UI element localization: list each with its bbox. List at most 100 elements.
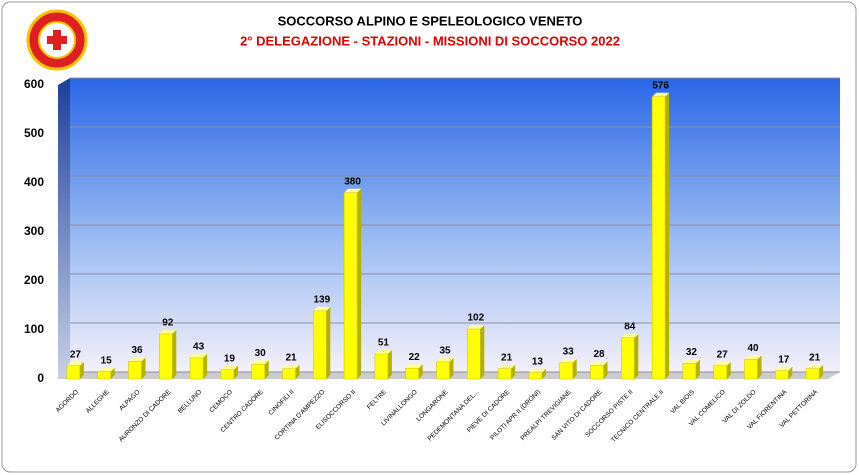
- y-tick-label: 400: [24, 175, 44, 189]
- bar: [343, 192, 358, 380]
- bar-top: [621, 333, 639, 338]
- y-tick-label: 0: [37, 371, 44, 385]
- chart-title: SOCCORSO ALPINO E SPELEOLOGICO VENETO: [278, 13, 583, 28]
- bar: [651, 96, 666, 380]
- bar: [467, 328, 481, 380]
- value-label: 32: [686, 347, 698, 358]
- value-label: 43: [193, 342, 205, 353]
- bar-top: [251, 360, 269, 365]
- bar: [189, 357, 204, 380]
- bar-top: [467, 325, 485, 330]
- value-label: 13: [532, 356, 544, 367]
- bar: [313, 310, 327, 380]
- bar-side: [449, 357, 454, 379]
- bar-side: [141, 357, 146, 379]
- bar: [436, 361, 450, 380]
- bar: [159, 333, 173, 380]
- logo: [26, 9, 88, 71]
- bar: [682, 363, 697, 380]
- value-label: 27: [70, 349, 82, 360]
- bar-top: [220, 365, 238, 370]
- bar: [744, 359, 758, 380]
- bar: [590, 365, 604, 380]
- value-label: 27: [717, 349, 729, 360]
- value-label: 30: [255, 348, 267, 359]
- bar-side: [511, 364, 516, 379]
- value-label: 36: [131, 345, 143, 356]
- bar-top: [66, 361, 84, 366]
- bar-side: [295, 364, 300, 379]
- bar-side: [357, 188, 362, 379]
- bar-top: [528, 368, 546, 373]
- y-tick-label: 300: [24, 224, 44, 238]
- bar-top: [682, 359, 700, 364]
- value-label: 380: [344, 176, 361, 187]
- bar-top: [775, 366, 793, 371]
- bar-top: [652, 92, 670, 97]
- bar-top: [590, 361, 608, 366]
- bar-side: [757, 355, 762, 379]
- bar-top: [344, 188, 362, 193]
- bar-top: [436, 357, 454, 362]
- bar-side: [387, 350, 392, 379]
- bar: [128, 361, 142, 380]
- bar-side: [572, 358, 577, 379]
- bar-side: [634, 333, 639, 379]
- value-label: 22: [409, 352, 421, 363]
- bar-top: [374, 350, 392, 355]
- bar: [66, 365, 81, 380]
- bar: [282, 368, 296, 380]
- bar-top: [713, 361, 731, 366]
- value-label: 35: [439, 345, 451, 356]
- value-label: 21: [501, 352, 513, 363]
- value-label: 102: [467, 313, 484, 324]
- bar-side: [665, 92, 670, 379]
- bar-side: [603, 361, 608, 379]
- bar: [374, 353, 389, 380]
- bar-top: [405, 364, 423, 369]
- bar-top: [190, 353, 208, 358]
- bar-side: [172, 329, 177, 379]
- bar-side: [264, 360, 269, 379]
- y-tick-label: 200: [24, 273, 44, 287]
- bar-side: [788, 366, 793, 379]
- value-label: 84: [624, 321, 636, 332]
- bar: [528, 372, 543, 380]
- bar: [713, 365, 727, 380]
- bar-top: [97, 367, 115, 372]
- bar: [251, 364, 265, 380]
- value-label: 19: [224, 353, 236, 364]
- bar: [497, 368, 512, 380]
- value-label: 92: [162, 318, 174, 329]
- value-label: 576: [652, 80, 669, 91]
- bar-top: [559, 358, 577, 363]
- bar: [775, 370, 789, 380]
- bar-side: [233, 365, 238, 379]
- value-label: 21: [285, 352, 297, 363]
- value-label: 40: [747, 343, 759, 354]
- bar-top: [159, 329, 177, 334]
- value-label: 21: [809, 352, 821, 363]
- y-tick-label: 100: [24, 322, 44, 336]
- bar: [805, 368, 820, 380]
- bar: [405, 367, 419, 380]
- bar: [220, 369, 235, 380]
- bar-side: [726, 361, 731, 379]
- bar-side: [203, 353, 208, 379]
- bar-side: [110, 367, 115, 379]
- bar-side: [541, 368, 546, 379]
- bar-top: [498, 364, 516, 369]
- bar-side: [819, 364, 824, 379]
- bar-top: [128, 357, 146, 362]
- bar-top: [313, 306, 331, 311]
- chart-subtitle: 2° DELEGAZIONE - STAZIONI - MISSIONI DI …: [240, 33, 620, 48]
- y-tick-label: 600: [24, 77, 44, 91]
- side-wall: [58, 78, 70, 379]
- value-label: 15: [101, 355, 113, 366]
- bar-side: [418, 364, 423, 379]
- value-label: 51: [378, 338, 390, 349]
- bar: [97, 371, 111, 380]
- value-label: 33: [563, 346, 575, 357]
